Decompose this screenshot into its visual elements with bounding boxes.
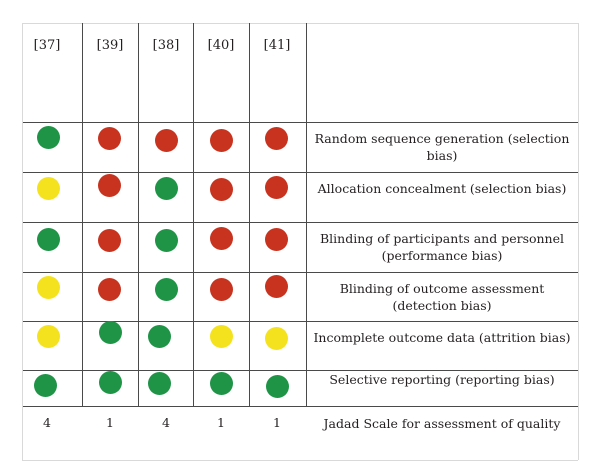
risk-high-dot [264,227,288,251]
risk-high-dot [97,277,121,301]
risk-unclear-dot [36,176,60,200]
risk-low-dot [36,227,60,251]
bias-domain-label: Random sequence generation (selection bi… [314,131,570,163]
column-rule [249,23,250,406]
risk-high-dot [264,274,288,298]
risk-high-dot [209,277,233,301]
risk-high-dot [209,226,233,250]
risk-unclear-dot [264,326,288,350]
row-rule [22,321,578,322]
row-rule [22,172,578,173]
risk-high-dot [97,126,121,150]
row-rule [22,222,578,223]
risk-low-dot [147,371,171,395]
jadad-score: 4 [162,415,170,430]
column-rule [193,23,194,406]
jadad-score: 1 [273,415,281,430]
bias-domain-label: Blinding of outcome assessment (detectio… [339,280,545,313]
risk-high-dot [264,175,288,199]
column-rule [82,23,83,406]
study-reference-header: [38] [152,38,180,53]
row-rule [22,406,578,407]
column-rule [22,23,23,460]
risk-high-dot [97,173,121,197]
risk-high-dot [209,177,233,201]
column-rule [138,23,139,406]
row-rule [22,370,578,371]
risk-low-dot [36,125,60,149]
risk-low-dot [154,176,178,200]
bias-domain-label: Incomplete outcome data (attrition bias) [313,329,571,345]
row-rule [22,272,578,273]
row-rule [22,460,578,461]
risk-low-dot [154,277,178,301]
risk-unclear-dot [36,275,60,299]
risk-low-dot [265,374,289,398]
study-reference-header: [40] [207,38,235,53]
jadad-scale-label: Jadad Scale for assessment of quality [323,416,561,431]
bias-domain-label: Selective reporting (reporting bias) [329,372,555,387]
column-rule [306,23,307,406]
risk-high-dot [154,128,178,152]
row-rule [22,23,578,24]
jadad-score: 4 [43,415,51,430]
risk-high-dot [209,128,233,152]
study-reference-header: [41] [263,38,291,53]
risk-low-dot [147,324,171,348]
risk-low-dot [209,371,233,395]
risk-low-dot [154,228,178,252]
row-rule [22,122,578,123]
study-reference-header: [39] [96,38,124,53]
bias-domain-label: Allocation concealment (selection bias) [317,181,567,196]
risk-high-dot [97,228,121,252]
risk-unclear-dot [36,324,60,348]
risk-low-dot [98,320,122,344]
study-reference-header: [37] [33,38,61,53]
bias-domain-label: Blinding of participants and personnel (… [319,231,565,263]
risk-high-dot [264,126,288,150]
risk-low-dot [98,370,122,394]
jadad-score: 1 [106,415,114,430]
jadad-score: 1 [217,415,225,430]
risk-unclear-dot [209,324,233,348]
risk-low-dot [33,373,57,397]
column-rule [578,23,579,460]
